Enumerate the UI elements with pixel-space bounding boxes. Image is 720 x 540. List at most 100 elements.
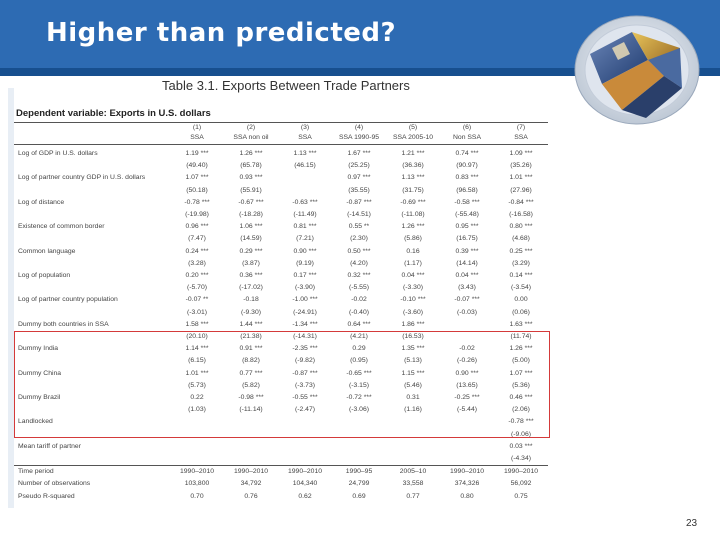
table-cell: 2005–10 (386, 465, 440, 479)
table-cell: 0.91 *** (239, 345, 263, 353)
table-cell: (1.17) (404, 259, 422, 267)
table-cell: (-19.98) (185, 211, 209, 219)
table-cell: (90.97) (456, 162, 478, 170)
table-cell: 0.76 (244, 492, 258, 500)
table-cell: 1990–2010 (170, 465, 224, 479)
row-label: Dummy Brazil (18, 394, 61, 402)
table-cell: 1.15 *** (401, 369, 425, 377)
table-cell: (-3.73) (294, 381, 316, 389)
table-cell: (-17.02) (239, 284, 263, 292)
table-cell: (14.59) (240, 235, 262, 243)
row-label: Log of distance (18, 198, 65, 206)
table-cell: (-18.28) (239, 211, 263, 219)
table-cell: 0.22 (190, 394, 204, 402)
table-cell: (-14.31) (293, 333, 317, 341)
table-cell: (-3.15) (348, 381, 370, 389)
table-cell: (7) (494, 122, 548, 133)
table-cell: (3.28) (188, 259, 206, 267)
table-cell: (-9.82) (294, 357, 316, 365)
row-label (14, 132, 170, 145)
table-cell: 0.74 *** (455, 150, 479, 157)
table-cell: (-3.06) (348, 406, 370, 414)
table-cell: 103,800 (184, 480, 210, 488)
dependent-variable-label: Dependent variable: Exports in U.S. doll… (16, 108, 211, 119)
table-cell: 0.69 (352, 492, 366, 500)
table-cell: -0.78 *** (508, 418, 534, 426)
table-row: (-3.01) (-9.30) (-24.91) (-0.40) (-3.60) (-0.… (14, 307, 548, 319)
table-cell: 0.29 (352, 345, 366, 353)
row-label: Common language (18, 247, 76, 255)
table-cell: SSA non oil (224, 132, 278, 145)
table-row: Common language 0.24 *** 0.29 *** 0.90 *** 0… (14, 246, 548, 258)
table-cell (224, 453, 278, 466)
table-cell: 1990–2010 (278, 465, 332, 479)
table-cell: 0.14 *** (509, 272, 533, 280)
page-number: 23 (686, 518, 698, 529)
table-cell: (-9.30) (240, 308, 262, 316)
row-label (14, 282, 170, 294)
slide-title: Higher than predicted? (46, 18, 397, 48)
table-header-row: SSA SSA non oil SSA SSA 1990-95 SSA 2005-10 N… (14, 132, 548, 145)
table-row: (-5.70) (-17.02) (-3.90) (-5.55) (-3.30) (3.4… (14, 282, 548, 294)
table-cell: (7.21) (296, 235, 314, 243)
table-cell: (5.13) (404, 357, 422, 365)
row-label: Pseudo R-squared (18, 492, 75, 500)
table-cell: 1.63 *** (509, 320, 533, 328)
table-cell: 0.36 *** (239, 272, 263, 280)
table-cell: (-16.58) (509, 211, 533, 219)
table-cell: 1.14 *** (185, 345, 209, 353)
table-cell: 0.20 *** (185, 272, 209, 280)
table-cell: (1.16) (404, 406, 422, 414)
table-cell: SSA 2005-10 (386, 132, 440, 145)
row-label (14, 160, 170, 172)
table-cell: (2.30) (350, 235, 368, 243)
table-cell: (-0.40) (348, 308, 370, 316)
table-cell: 1.13 *** (293, 150, 317, 157)
table-cell (332, 441, 386, 453)
table-cell: (5.86) (404, 235, 422, 243)
table-cell (440, 441, 494, 453)
table-cell: 0.50 *** (347, 247, 371, 255)
row-label (14, 185, 170, 197)
table-cell: -0.98 *** (238, 394, 264, 402)
table-row: Landlocked -0.78 *** (14, 416, 548, 428)
table-row: Dummy both countries in SSA 1.58 *** 1.44 … (14, 319, 548, 331)
table-cell: (25.25) (348, 162, 370, 170)
table-row: Mean tariff of partner 0.03 *** (14, 441, 548, 453)
table-cell: 0.04 *** (455, 272, 479, 280)
table-cell: (4.21) (350, 333, 368, 341)
table-cell: (-0.26) (456, 357, 478, 365)
table-cell: (1.03) (188, 406, 206, 414)
table-cell: -0.67 *** (238, 198, 264, 206)
table-cell: -0.65 *** (346, 369, 372, 377)
row-label: Dummy both countries in SSA (18, 320, 109, 328)
table-row: (7.47) (14.59) (7.21) (2.30) (5.86) (16.75) (4… (14, 233, 548, 245)
row-label: Dummy China (18, 369, 62, 377)
table-cell: (35.55) (348, 186, 370, 194)
table-cell: 1.06 *** (239, 223, 263, 231)
row-label: Landlocked (18, 418, 53, 426)
table-row: Time period 1990–2010 1990–2010 1990–2010 19… (14, 465, 548, 479)
table-cell: (5.73) (188, 381, 206, 389)
table-cell (278, 185, 332, 197)
table-cell: 0.46 *** (509, 394, 533, 402)
table-cell: 0.90 *** (293, 247, 317, 255)
table-cell: 33,558 (402, 480, 424, 488)
table-cell: (55.91) (240, 186, 262, 194)
table-cell: (2) (224, 122, 278, 133)
table-cell: -1.34 *** (292, 320, 318, 328)
row-label (14, 233, 170, 245)
table-cell: 1.26 *** (509, 345, 533, 353)
table-cell (278, 172, 332, 184)
table-cell: (14.14) (456, 259, 478, 267)
table-cell: (0.06) (512, 308, 530, 316)
table-cell: (3.87) (242, 259, 260, 267)
table-cell: 0.77 (406, 492, 420, 500)
table-cell: (-3.90) (294, 284, 316, 292)
row-label: Log of population (18, 272, 71, 280)
table-row: Number of observations 103,800 34,792 104,3… (14, 478, 548, 490)
header-divider (0, 68, 720, 76)
table-cell: 0.16 (406, 247, 420, 255)
table-cell: (6.15) (188, 357, 206, 365)
table-cell: 1.07 *** (185, 174, 209, 182)
